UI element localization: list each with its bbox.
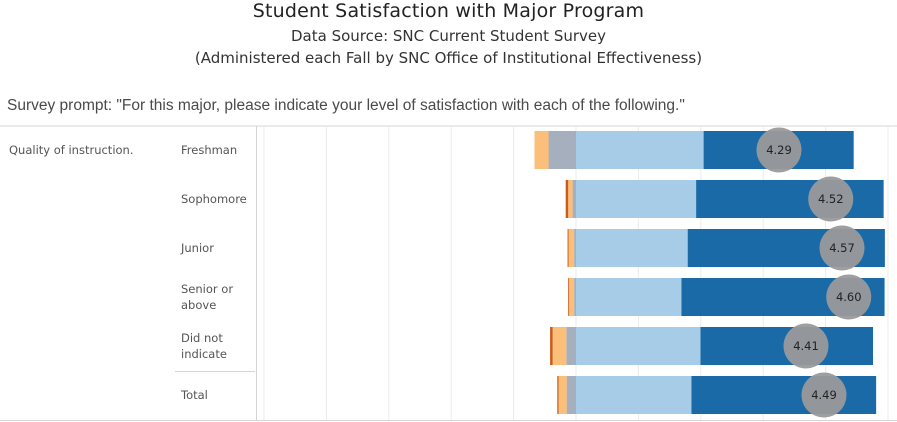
mean-circle (819, 225, 865, 271)
row-label-line: Did not (181, 331, 223, 345)
mean-circle (801, 372, 847, 418)
bars (534, 131, 885, 414)
bar-segment (566, 327, 576, 365)
mean-label: 4.49 (811, 388, 837, 402)
mean-label: 4.29 (766, 143, 792, 157)
bar-segment (576, 229, 688, 267)
bar-segment (548, 131, 576, 169)
bar-segment (568, 180, 573, 218)
row-label-line: above (181, 298, 216, 312)
bar-segment (552, 327, 567, 365)
survey-prompt: Survey prompt: "For this major, please i… (7, 97, 685, 114)
row-label-line: indicate (181, 347, 227, 361)
chart-subtitle-admin: (Administered each Fall by SNC Office of… (194, 49, 703, 67)
row-label: Senior or above (181, 282, 233, 312)
chart-frame (0, 125, 897, 421)
row-label: Sophomore (181, 192, 247, 206)
bar-segment (550, 327, 553, 365)
bar-segment (576, 278, 682, 316)
bar-segment (569, 278, 575, 316)
row-label-line: Total (180, 388, 208, 402)
chart-subtitle-source: Data Source: SNC Current Student Survey (290, 27, 606, 45)
bar-segment (557, 376, 559, 414)
bar-segment (574, 278, 576, 316)
bar-segment (572, 180, 576, 218)
group-label: Quality of instruction. (9, 143, 134, 157)
bar-segment (566, 376, 576, 414)
bar-segment (568, 229, 575, 267)
bar-segment (565, 180, 569, 218)
row-label: Junior (180, 241, 214, 255)
row-label-line: Freshman (181, 143, 237, 157)
mean-circle (783, 323, 829, 369)
mean-circle (756, 127, 802, 173)
row-label-line: Junior (180, 241, 214, 255)
mean-label: 4.60 (836, 290, 862, 304)
row-labels: Quality of instruction. Freshman Sophomore… (9, 143, 247, 402)
row-label: Freshman (181, 143, 237, 157)
mean-label: 4.57 (829, 241, 855, 255)
mean-label: 4.41 (793, 339, 819, 353)
bar-segment (574, 229, 576, 267)
bar-segment (568, 278, 570, 316)
row-label-line: Sophomore (181, 192, 247, 206)
mean-circle (808, 176, 854, 222)
bar-segment (691, 376, 877, 414)
bar-segment (576, 376, 692, 414)
bar-segment (576, 327, 701, 365)
chart-title: Student Satisfaction with Major Program (252, 0, 645, 22)
bar-segment (567, 229, 569, 267)
bar-segment (534, 131, 549, 169)
mean-markers: 4.29 4.52 4.57 4.60 4.41 4.49 (756, 127, 872, 418)
mean-circle (826, 274, 872, 320)
bar-segment (576, 131, 704, 169)
mean-label: 4.52 (818, 192, 844, 206)
row-label: Total (180, 388, 208, 402)
bar-segment (558, 376, 567, 414)
row-label-line: Senior or (181, 282, 233, 296)
row-label: Did not indicate (181, 331, 227, 361)
bar-segment (576, 180, 697, 218)
bar-segment (696, 180, 884, 218)
gridlines (263, 126, 889, 420)
